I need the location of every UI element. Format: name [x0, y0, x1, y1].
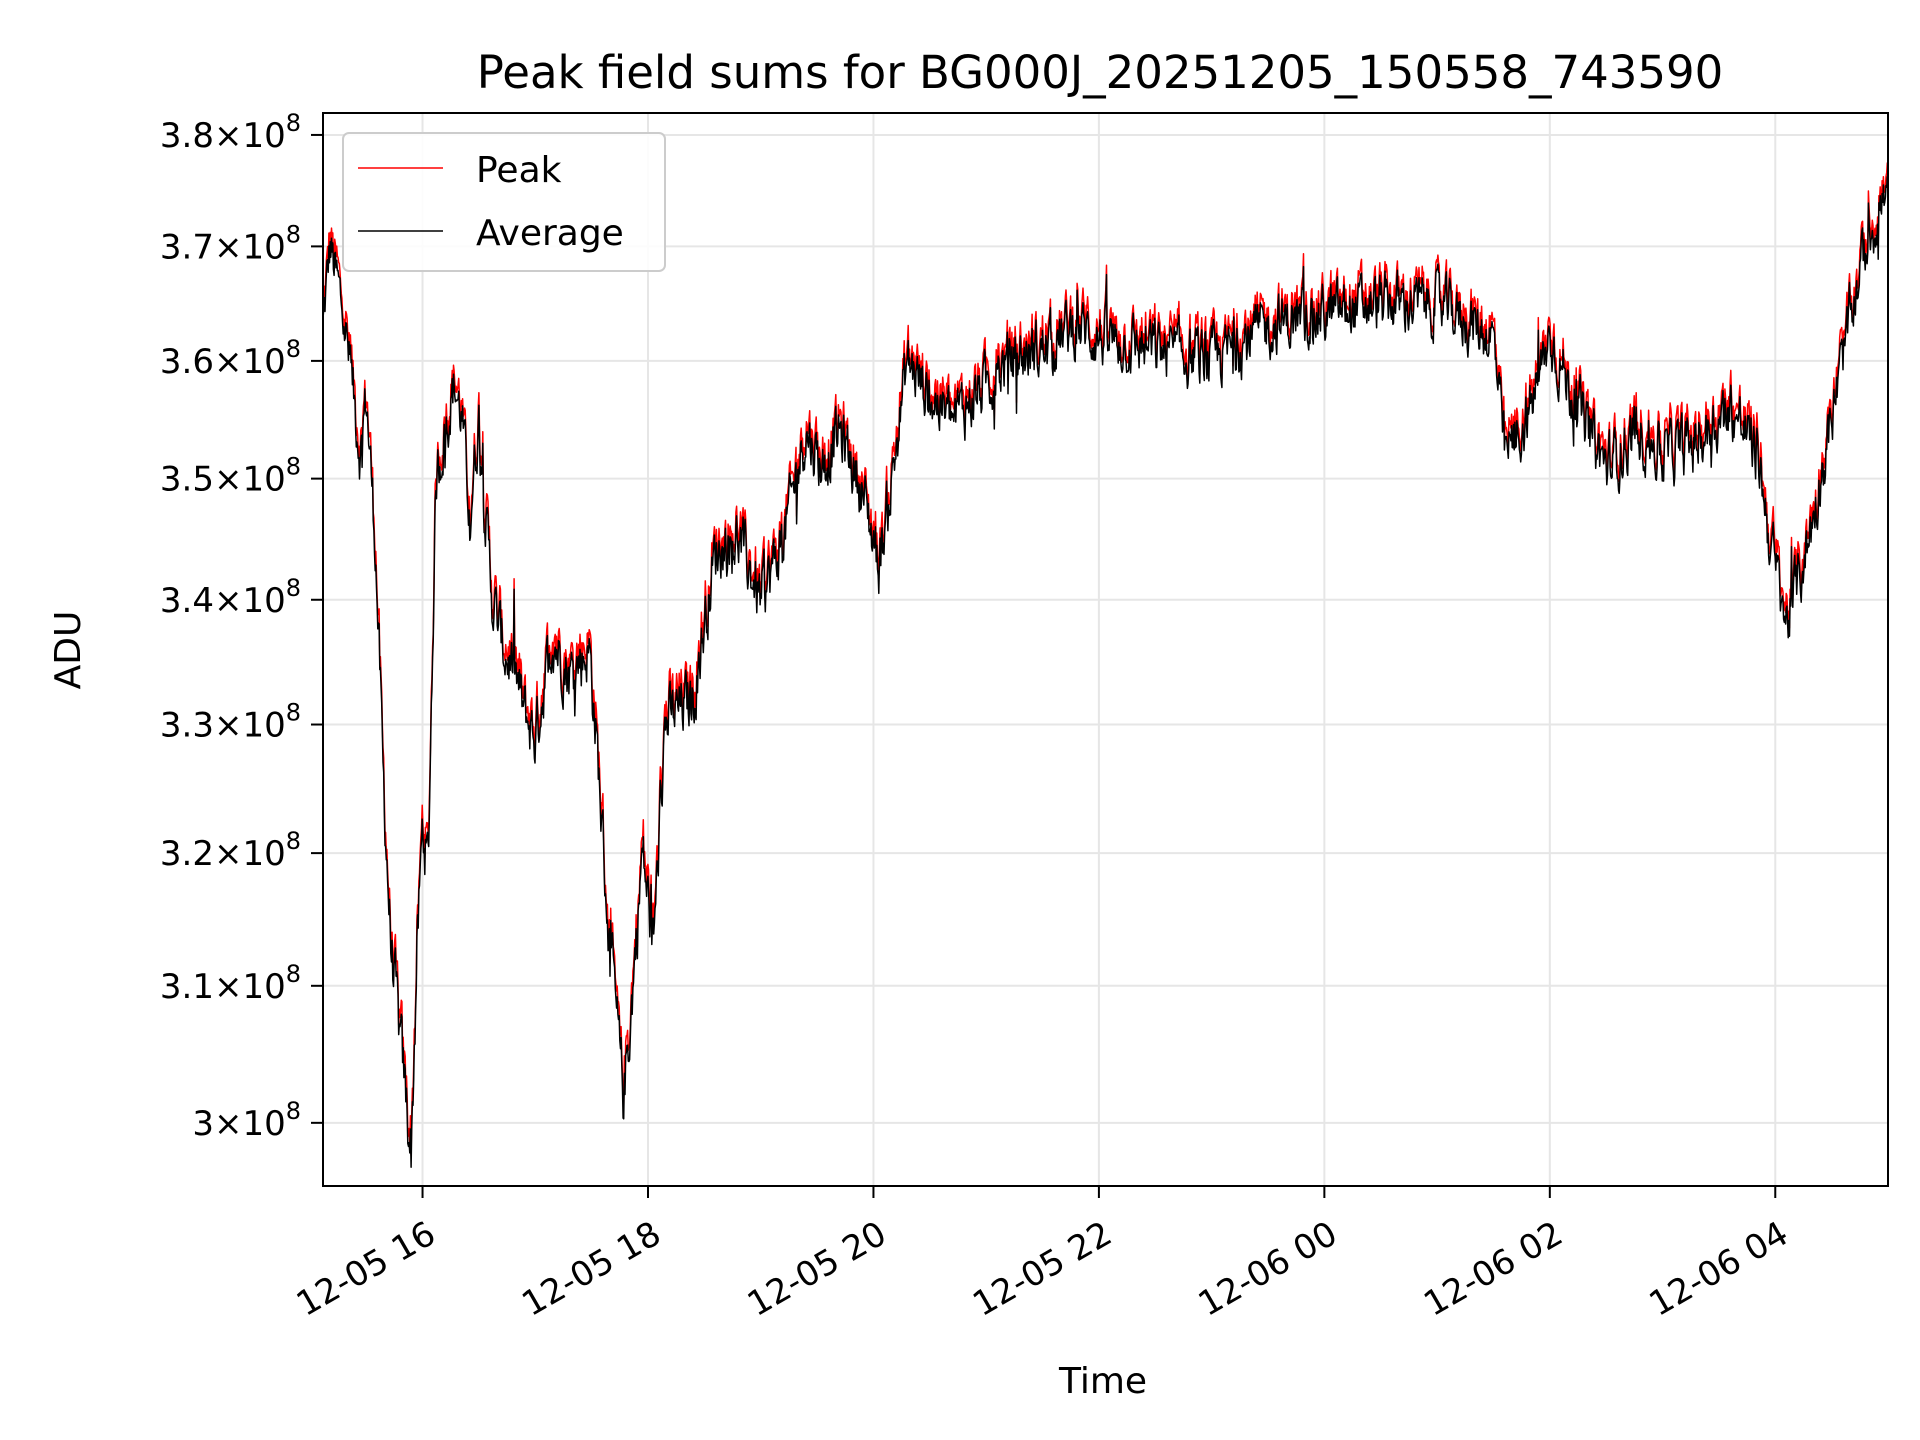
y-tick-label: 3.5×108: [160, 453, 301, 500]
legend: Peak Average: [342, 132, 666, 272]
y-tick-label: 3.7×108: [160, 220, 301, 267]
legend-average-label: Average: [476, 213, 624, 254]
grid: [323, 113, 1888, 1186]
y-tick-label: 3.3×108: [160, 699, 301, 746]
average-series-line: [323, 175, 1888, 1168]
y-tick-label: 3.1×108: [160, 960, 301, 1007]
plot-area: [323, 162, 1888, 1168]
y-tick-label: 3×108: [192, 1097, 301, 1144]
y-axis-label: ADU: [48, 611, 89, 690]
y-tick-label: 3.4×108: [160, 574, 301, 621]
legend-peak-label: Peak: [476, 150, 562, 191]
y-tick-label: 3.2×108: [160, 827, 301, 874]
plot-frame: [322, 112, 1889, 1187]
chart-title: Peak field sums for BG000J_20251205_1505…: [477, 46, 1724, 99]
y-axis: 3×108 3.1×108 3.2×108 3.3×108 3.4×108 3.5×108…: [160, 109, 323, 1144]
x-axis-label: Time: [1058, 1361, 1147, 1402]
y-tick-label: 3.6×108: [160, 335, 301, 382]
y-tick-label: 3.8×108: [160, 109, 301, 156]
